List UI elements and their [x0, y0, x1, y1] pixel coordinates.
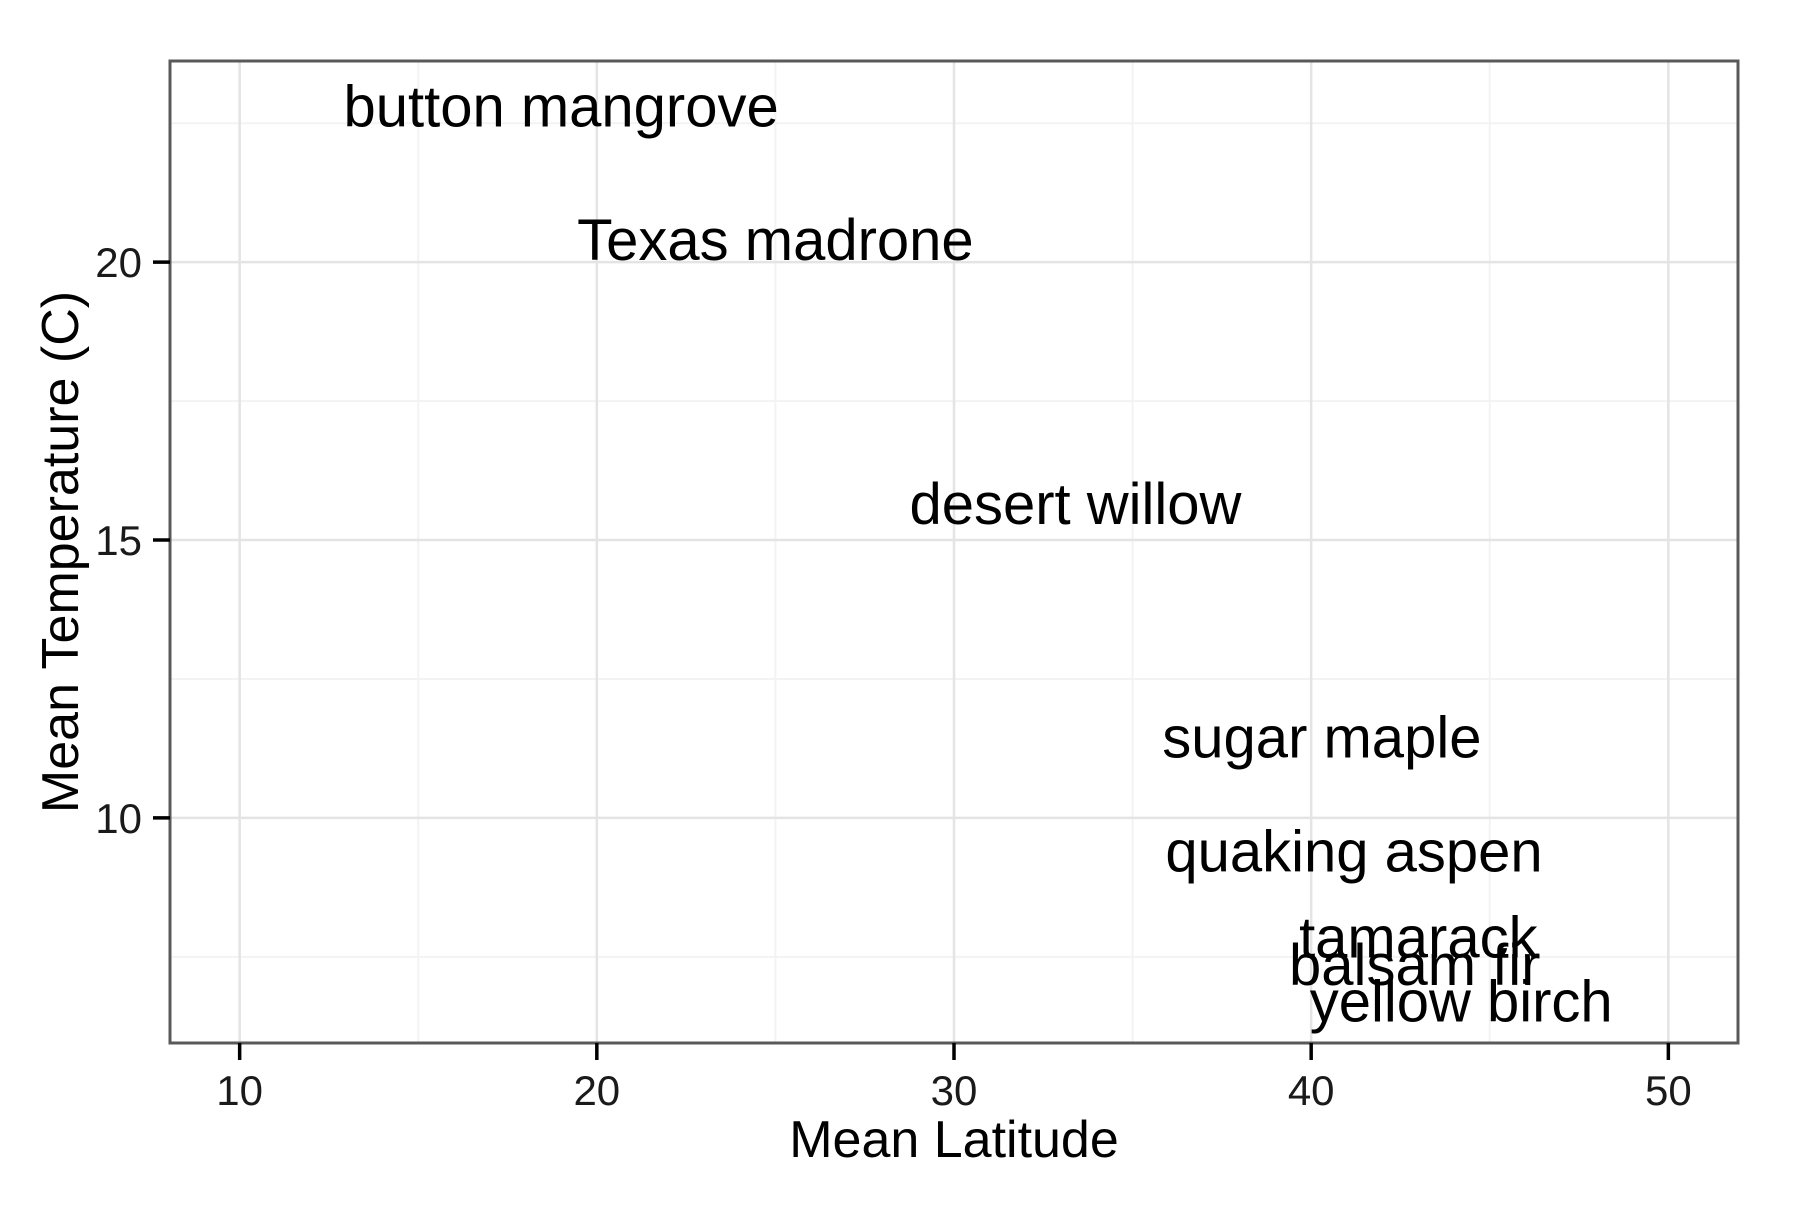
x-axis-tick-label: 30 [931, 1067, 978, 1114]
x-axis-title: Mean Latitude [789, 1111, 1119, 1169]
species-label: tamarack [1299, 905, 1539, 970]
x-axis-tick-labels: 10 20 30 40 50 [216, 1067, 1691, 1114]
species-label: quaking aspen [1165, 819, 1542, 884]
y-axis-tick-label: 10 [95, 795, 142, 842]
species-labels: button mangrove Texas madrone desert willo… [343, 75, 1612, 1035]
species-label: button mangrove [343, 75, 778, 140]
y-axis-tick-label: 20 [95, 239, 142, 286]
species-label: balsam fir [1289, 933, 1540, 998]
species-label: desert willow [909, 472, 1242, 537]
axis-tick-marks [153, 260, 1671, 1060]
gridlines-major [170, 61, 1738, 1043]
x-axis-tick-label: 20 [573, 1067, 620, 1114]
y-axis-tick-labels: 10 15 20 [95, 239, 142, 842]
species-label: yellow birch [1310, 969, 1613, 1034]
species-label: sugar maple [1162, 705, 1481, 770]
x-axis-tick-label: 40 [1288, 1067, 1335, 1114]
x-axis-tick-label: 10 [216, 1067, 263, 1114]
y-axis-title: Mean Temperature (C) [32, 291, 90, 813]
x-axis-tick-label: 50 [1645, 1067, 1692, 1114]
y-axis-tick-label: 15 [95, 517, 142, 564]
species-label: Texas madrone [577, 208, 974, 273]
